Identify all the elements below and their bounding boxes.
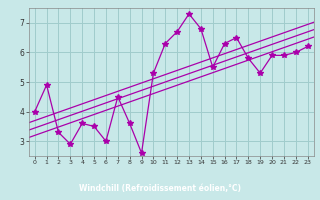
Text: Windchill (Refroidissement éolien,°C): Windchill (Refroidissement éolien,°C) [79, 184, 241, 193]
